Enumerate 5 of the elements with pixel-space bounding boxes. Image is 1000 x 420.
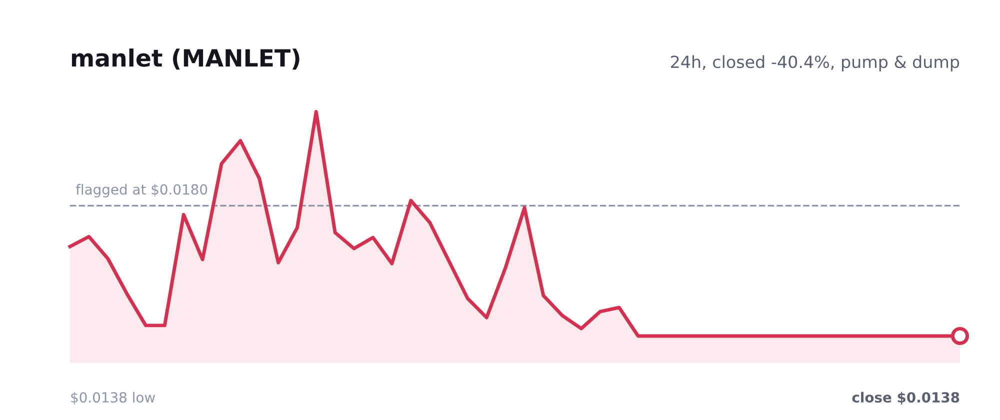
text: $0.0138 low [71,392,155,404]
chart-subtitle: 24h, closed -40.4%, pump & dump [670,55,960,72]
chart-title: manlet (MANLET) [72,48,300,70]
ref-line-label: flagged at $0.0180 [76,184,208,198]
text: close $0.0138 [852,392,960,404]
